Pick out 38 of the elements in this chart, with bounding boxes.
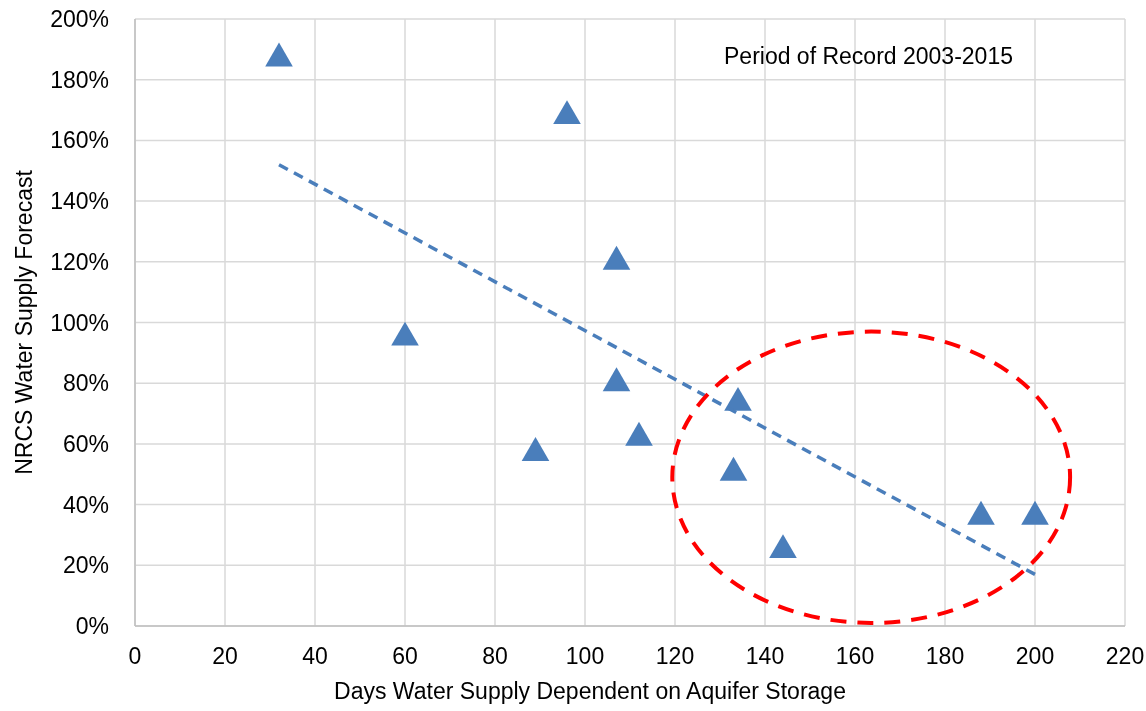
x-tick-label: 140 — [745, 643, 785, 669]
x-axis-title: Days Water Supply Dependent on Aquifer Storage — [334, 678, 846, 704]
point — [265, 42, 293, 67]
y-tick-label: 160% — [50, 127, 109, 154]
point — [1021, 500, 1049, 525]
y-tick-label: 120% — [50, 248, 109, 275]
x-tick-label: 0 — [128, 643, 142, 669]
point — [967, 500, 995, 525]
x-tick-label: 100 — [565, 643, 605, 669]
y-tick-label: 60% — [62, 430, 109, 457]
y-tick-label: 0% — [75, 613, 109, 640]
y-tick-label: 200% — [50, 6, 109, 33]
point — [521, 437, 550, 461]
x-tick-label: 80 — [482, 643, 508, 669]
point — [553, 100, 581, 125]
y-tick-label: 180% — [50, 66, 109, 93]
x-tick-label: 120 — [655, 643, 695, 669]
annotation: Period of Record 2003-2015 — [724, 43, 1013, 69]
point — [602, 367, 631, 392]
point — [391, 321, 419, 346]
y-tick-label: 40% — [62, 491, 109, 518]
point — [602, 245, 631, 270]
x-tick-label: 60 — [392, 643, 418, 669]
y-tick-label: 140% — [50, 188, 109, 215]
y-tick-label: 100% — [50, 309, 109, 336]
x-tick-label: 160 — [835, 643, 875, 669]
point — [724, 386, 752, 411]
point — [719, 456, 748, 481]
x-tick-label: 20 — [212, 643, 238, 669]
y-tick-label: 80% — [62, 370, 109, 397]
x-tick-label: 180 — [925, 643, 965, 669]
y-tick-label: 20% — [62, 552, 109, 579]
point — [625, 421, 653, 446]
y-axis-title: NRCS Water Supply Forecast — [11, 169, 37, 475]
x-tick-label: 220 — [1105, 643, 1145, 669]
x-tick-label: 40 — [302, 643, 328, 669]
x-tick-label: 200 — [1015, 643, 1055, 669]
point — [769, 534, 797, 559]
